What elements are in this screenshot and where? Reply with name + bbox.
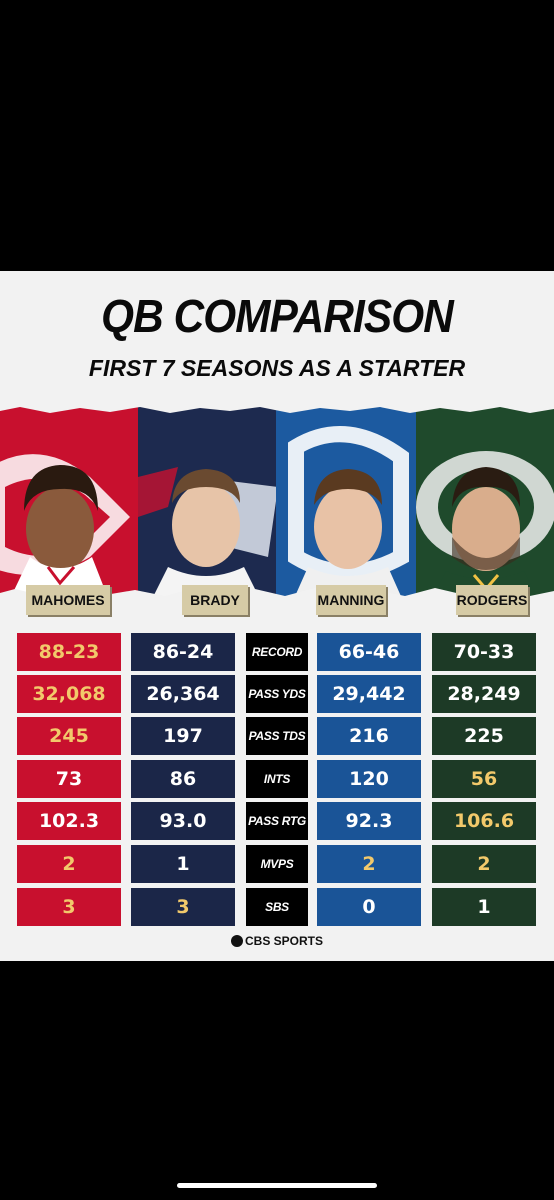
- stat-value: 2: [17, 845, 121, 883]
- stat-label: MVPS: [246, 845, 308, 883]
- stat-value: 3: [131, 888, 235, 926]
- stat-value: 26,364: [131, 675, 235, 713]
- player-name-brady: BRADY: [182, 585, 248, 615]
- stat-label: RECORD: [246, 633, 308, 671]
- stat-label: PASS RTG: [246, 802, 308, 840]
- stat-value: 29,442: [317, 675, 421, 713]
- stat-value: 106.6: [432, 802, 536, 840]
- stat-row: 32,068 26,364 PASS YDS 29,442 28,249: [0, 675, 554, 713]
- stat-value: 92.3: [317, 802, 421, 840]
- torn-paper-bottom: [0, 588, 554, 607]
- stat-value: 70-33: [432, 633, 536, 671]
- stat-value: 245: [17, 717, 121, 755]
- stat-label: PASS YDS: [246, 675, 308, 713]
- player-photo-strip: [0, 407, 554, 603]
- brand-label: CBS SPORTS: [244, 934, 323, 948]
- stat-value: 86-24: [131, 633, 235, 671]
- stat-row: 88-23 86-24 RECORD 66-46 70-33: [0, 633, 554, 671]
- stat-value: 120: [317, 760, 421, 798]
- stat-row: 245 197 PASS TDS 216 225: [0, 717, 554, 755]
- stat-value: 73: [17, 760, 121, 798]
- stat-row: 102.3 93.0 PASS RTG 92.3 106.6: [0, 802, 554, 840]
- stat-value: 86: [131, 760, 235, 798]
- mahomes-photo: [0, 407, 138, 603]
- stat-value: 88-23: [17, 633, 121, 671]
- stat-value: 1: [432, 888, 536, 926]
- comparison-card: QB COMPARISON FIRST 7 SEASONS AS A START…: [0, 271, 554, 961]
- stat-value: 93.0: [131, 802, 235, 840]
- stat-value: 197: [131, 717, 235, 755]
- page-title: QB COMPARISON: [101, 290, 454, 342]
- stat-value: 66-46: [317, 633, 421, 671]
- stat-value: 32,068: [17, 675, 121, 713]
- stat-label: SBS: [246, 888, 308, 926]
- stat-value: 3: [17, 888, 121, 926]
- stat-row: 73 86 INTS 120 56: [0, 760, 554, 798]
- stat-label: PASS TDS: [246, 717, 308, 755]
- stat-value: 2: [432, 845, 536, 883]
- stat-value: 28,249: [432, 675, 536, 713]
- cbs-eye-icon: [230, 935, 243, 947]
- stat-value: 0: [317, 888, 421, 926]
- brand-footer: CBS SPORTS: [0, 934, 554, 948]
- home-indicator[interactable]: [177, 1183, 377, 1188]
- stat-value: 2: [317, 845, 421, 883]
- stat-row: 2 1 MVPS 2 2: [0, 845, 554, 883]
- torn-paper-top: [0, 399, 554, 413]
- brady-photo: [138, 407, 276, 603]
- player-name-mahomes: MAHOMES: [26, 585, 110, 615]
- stat-label: INTS: [246, 760, 308, 798]
- stat-value: 225: [432, 717, 536, 755]
- stat-row: 3 3 SBS 0 1: [0, 888, 554, 926]
- stat-value: 102.3: [17, 802, 121, 840]
- page-subtitle: FIRST 7 SEASONS AS A STARTER: [88, 355, 466, 381]
- stat-value: 216: [317, 717, 421, 755]
- manning-photo: [276, 407, 416, 603]
- player-name-manning: MANNING: [316, 585, 386, 615]
- stat-value: 56: [432, 760, 536, 798]
- player-name-rodgers: RODGERS: [456, 585, 528, 615]
- rodgers-photo: [416, 407, 554, 603]
- stat-value: 1: [131, 845, 235, 883]
